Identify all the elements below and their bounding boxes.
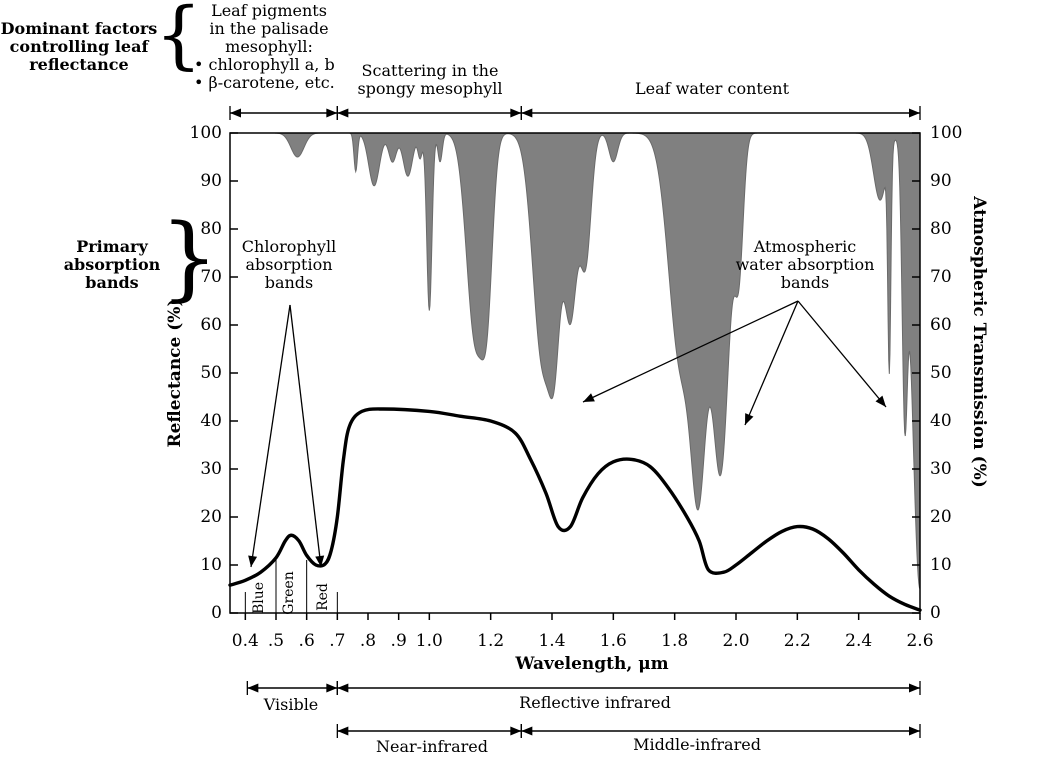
scattering-range-bar-head — [510, 108, 522, 118]
reflective-ir-label: Reflective infrared — [519, 693, 671, 712]
near-ir-label: Near-infrared — [376, 737, 488, 756]
y2-axis-label: Atmospheric Transmission (%) — [969, 196, 989, 488]
x-tick-label: 1.2 — [477, 631, 505, 651]
y-tick-label: 60 — [200, 315, 222, 335]
atmospheric-bands-label: Atmospheric water absorption bands — [735, 237, 875, 292]
y-tick-label: 70 — [200, 267, 222, 287]
visible-range-bar-head — [326, 683, 338, 693]
leaf-water-label: Leaf water content — [634, 79, 790, 98]
scattering-label: Scattering in the spongy mesophyll — [357, 61, 503, 98]
atmospheric-arrow-3 — [797, 300, 887, 408]
x-tick-label: 2.2 — [783, 631, 811, 651]
y2-tick-label: 90 — [930, 171, 952, 191]
y-tick-label: 100 — [189, 123, 222, 143]
x-axis-label: Wavelength, μm — [515, 654, 669, 674]
pigments-range-bar-head — [230, 108, 241, 118]
x-tick-label: .9 — [390, 631, 407, 651]
atmospheric-arrow-2-head — [745, 413, 754, 425]
x-tick-label: .5 — [267, 631, 285, 651]
water-range-bar-head — [521, 108, 533, 118]
dominant-factors-label: Dominant factors controlling leaf reflec… — [0, 19, 158, 74]
y-tick-label: 50 — [200, 363, 222, 383]
x-tick-label: 1.4 — [538, 631, 566, 651]
water-range-bar-head — [909, 108, 920, 118]
y-axis-label: Reflectance (%) — [165, 298, 185, 448]
middle-ir-range-bar-head — [909, 726, 920, 736]
x-tick-label: 2.4 — [845, 631, 873, 651]
reflective-ir-range-bar-head — [337, 683, 349, 693]
y2-tick-label: 30 — [930, 459, 952, 479]
y-tick-label: 10 — [200, 555, 222, 575]
pigments-range-bar-head — [326, 108, 338, 118]
red-band-label: Red — [315, 583, 331, 611]
y-tick-label: 20 — [200, 507, 222, 527]
chlorophyll-red-arrow — [289, 304, 322, 568]
atmospheric-transmission-area — [230, 133, 920, 590]
chlorophyll-blue-arrow-head — [248, 555, 258, 567]
x-tick-label: 1.8 — [661, 631, 689, 651]
x-tick-label: 1.0 — [415, 631, 443, 651]
y-tick-label: 80 — [200, 219, 222, 239]
y2-tick-label: 10 — [930, 555, 952, 575]
y2-tick-label: 0 — [930, 603, 941, 623]
middle-ir-label: Middle-infrared — [633, 735, 761, 754]
x-tick-label: 1.6 — [599, 631, 627, 651]
near-ir-range-bar-head — [337, 726, 349, 736]
chlorophyll-blue-arrow — [250, 304, 291, 568]
visible-region-label: Visible — [263, 695, 319, 714]
y2-tick-label: 50 — [930, 363, 952, 383]
chlorophyll-bands-label: Chlorophyll absorption bands — [241, 237, 337, 292]
y2-tick-label: 80 — [930, 219, 952, 239]
visible-range-bar-head — [247, 683, 259, 693]
y-tick-label: 0 — [211, 603, 222, 623]
y2-tick-label: 70 — [930, 267, 952, 287]
y-tick-label: 30 — [200, 459, 222, 479]
x-tick-label: .6 — [298, 631, 315, 651]
x-tick-label: .8 — [359, 631, 377, 651]
x-tick-label: 2.0 — [722, 631, 750, 651]
y2-tick-label: 60 — [930, 315, 952, 335]
x-tick-label: .7 — [329, 631, 346, 651]
reflective-ir-range-bar-head — [909, 683, 920, 693]
x-tick-label: 2.6 — [906, 631, 934, 651]
chlorophyll-red-arrow-head — [315, 555, 325, 567]
leaf-pigments-label: Leaf pigments in the palisade mesophyll:… — [194, 1, 335, 92]
y-tick-label: 40 — [200, 411, 222, 431]
atmospheric-arrow-1-head — [583, 393, 595, 402]
middle-ir-range-bar-head — [521, 726, 533, 736]
scattering-range-bar-head — [337, 108, 349, 118]
atmospheric-arrow-1 — [582, 300, 799, 403]
blue-band-label: Blue — [251, 581, 267, 615]
atmospheric-arrow-2 — [744, 300, 799, 426]
green-band-label: Green — [281, 571, 297, 615]
primary-absorption-label: Primary absorption bands — [63, 237, 161, 292]
reflectance-line — [228, 407, 922, 612]
y2-tick-label: 20 — [930, 507, 952, 527]
atmospheric-arrow-3-head — [875, 395, 886, 407]
dominant-brace: { — [155, 0, 203, 78]
near-ir-range-bar-head — [510, 726, 522, 736]
y2-tick-label: 40 — [930, 411, 952, 431]
x-tick-label: 0.4 — [231, 631, 259, 651]
y-tick-label: 90 — [200, 171, 222, 191]
y2-tick-label: 100 — [930, 123, 963, 143]
